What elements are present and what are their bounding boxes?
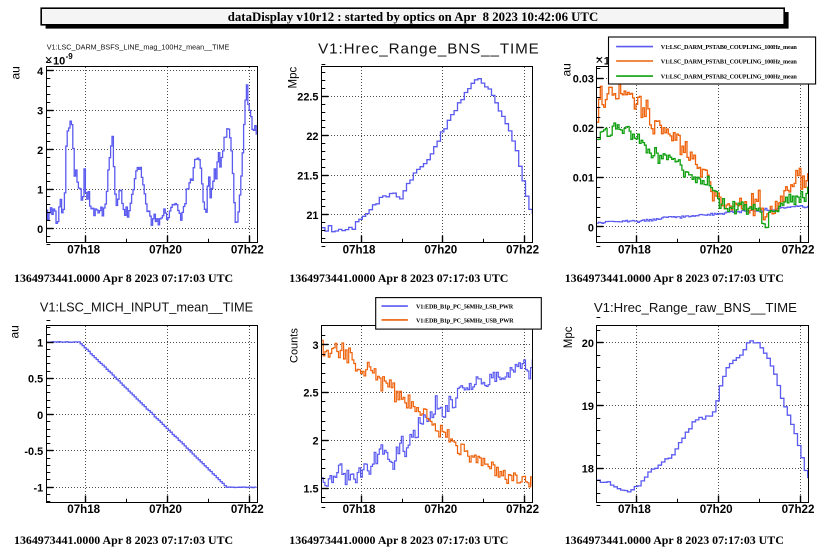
svg-text:au: au	[8, 325, 22, 338]
svg-text:-9: -9	[66, 52, 74, 61]
svg-text:1364973441.0000 Apr 8 2023 07:: 1364973441.0000 Apr 8 2023 07:17:03 UTC	[14, 271, 233, 285]
svg-text:10: 10	[53, 56, 65, 68]
svg-text:Mpc: Mpc	[563, 326, 575, 348]
svg-text:0.02: 0.02	[573, 123, 594, 135]
svg-text:V1:LSC_DARM_PSTAB0_COUPLING_10: V1:LSC_DARM_PSTAB0_COUPLING_100Hz_mean	[661, 44, 798, 51]
svg-text:1.5: 1.5	[303, 483, 318, 495]
svg-text:Mpc: Mpc	[288, 67, 300, 89]
svg-text:V1:LSC_DARM_BSFS_LINE_mag_100H: V1:LSC_DARM_BSFS_LINE_mag_100Hz_mean__TI…	[47, 43, 230, 52]
svg-text:07h18: 07h18	[618, 243, 651, 256]
svg-text:1364973441.0000 Apr 8 2023 07:: 1364973441.0000 Apr 8 2023 07:17:03 UTC	[289, 533, 508, 547]
svg-text:07h20: 07h20	[424, 243, 457, 256]
svg-text:07h22: 07h22	[506, 243, 539, 256]
svg-text:1: 1	[37, 337, 43, 349]
svg-text:1364973441.0000 Apr 8 2023 07:: 1364973441.0000 Apr 8 2023 07:17:03 UTC	[289, 271, 508, 285]
svg-text:2: 2	[312, 436, 318, 448]
svg-text:22.5: 22.5	[297, 92, 318, 104]
svg-text:07h22: 07h22	[231, 243, 264, 256]
svg-text:×: ×	[45, 53, 53, 68]
svg-text:V1:Hrec_Range_raw_BNS__TIME: V1:Hrec_Range_raw_BNS__TIME	[594, 300, 797, 315]
svg-text:au: au	[9, 66, 23, 79]
svg-text:0: 0	[588, 222, 594, 234]
svg-text:07h20: 07h20	[700, 243, 733, 256]
svg-text:20: 20	[582, 338, 594, 350]
svg-text:07h20: 07h20	[700, 503, 733, 516]
svg-text:V1:LSC_DARM_PSTAB2_COUPLING_10: V1:LSC_DARM_PSTAB2_COUPLING_100Hz_mean	[661, 74, 798, 81]
svg-text:1364973441.0000 Apr 8 2023 07:: 1364973441.0000 Apr 8 2023 07:17:03 UTC	[14, 533, 233, 547]
svg-text:07h22: 07h22	[782, 243, 815, 256]
svg-text:1364973441.0000 Apr 8 2023 07:: 1364973441.0000 Apr 8 2023 07:17:03 UTC	[565, 533, 784, 547]
svg-text:V1:LSC_MICH_INPUT_mean__TIME: V1:LSC_MICH_INPUT_mean__TIME	[40, 300, 253, 315]
svg-text:1364973441.0000 Apr 8 2023 07:: 1364973441.0000 Apr 8 2023 07:17:03 UTC	[565, 271, 784, 285]
svg-text:3: 3	[312, 340, 318, 352]
svg-text:07h18: 07h18	[618, 503, 651, 516]
svg-text:07h20: 07h20	[149, 243, 182, 256]
svg-text:0: 0	[37, 224, 43, 236]
svg-text:0.03: 0.03	[573, 74, 594, 86]
svg-text:07h18: 07h18	[67, 243, 100, 256]
svg-text:07h20: 07h20	[424, 503, 457, 516]
svg-text:0.01: 0.01	[573, 173, 594, 185]
svg-text:2: 2	[37, 145, 43, 157]
svg-text:21: 21	[306, 210, 318, 222]
svg-text:22: 22	[306, 131, 318, 143]
svg-text:V1:Hrec_Range_BNS__TIME: V1:Hrec_Range_BNS__TIME	[318, 41, 540, 58]
svg-text:2.5: 2.5	[303, 388, 318, 400]
svg-text:07h18: 07h18	[343, 503, 376, 516]
svg-text:3: 3	[37, 106, 43, 118]
svg-text:au: au	[560, 63, 574, 76]
svg-text:Counts: Counts	[289, 328, 301, 363]
svg-text:21.5: 21.5	[297, 171, 318, 183]
svg-text:07h22: 07h22	[782, 503, 815, 516]
svg-text:4: 4	[37, 66, 43, 78]
svg-text:0: 0	[37, 410, 43, 422]
svg-text:dataDisplay v10r12 : started b: dataDisplay v10r12 : started by optics o…	[228, 10, 598, 24]
svg-text:07h22: 07h22	[506, 503, 539, 516]
svg-text:07h22: 07h22	[231, 503, 264, 516]
svg-text:V1:EDB_B1p_PC_56MHz_LSB_PWR: V1:EDB_B1p_PC_56MHz_LSB_PWR	[416, 304, 514, 311]
svg-text:07h18: 07h18	[343, 243, 376, 256]
svg-text:0.5: 0.5	[28, 374, 43, 386]
svg-text:V1:LSC_DARM_PSTAB1_COUPLING_10: V1:LSC_DARM_PSTAB1_COUPLING_100Hz_mean	[661, 59, 798, 66]
svg-text:18: 18	[582, 463, 594, 475]
svg-text:-1: -1	[34, 483, 44, 495]
svg-text:V1:EDB_B1p_PC_56MHz_USB_PWR: V1:EDB_B1p_PC_56MHz_USB_PWR	[416, 318, 514, 325]
svg-text:×: ×	[596, 53, 604, 68]
svg-text:1: 1	[37, 185, 43, 197]
svg-text:07h18: 07h18	[67, 503, 100, 516]
svg-text:07h20: 07h20	[149, 503, 182, 516]
svg-text:-0.5: -0.5	[24, 446, 43, 458]
svg-text:19: 19	[582, 401, 594, 413]
